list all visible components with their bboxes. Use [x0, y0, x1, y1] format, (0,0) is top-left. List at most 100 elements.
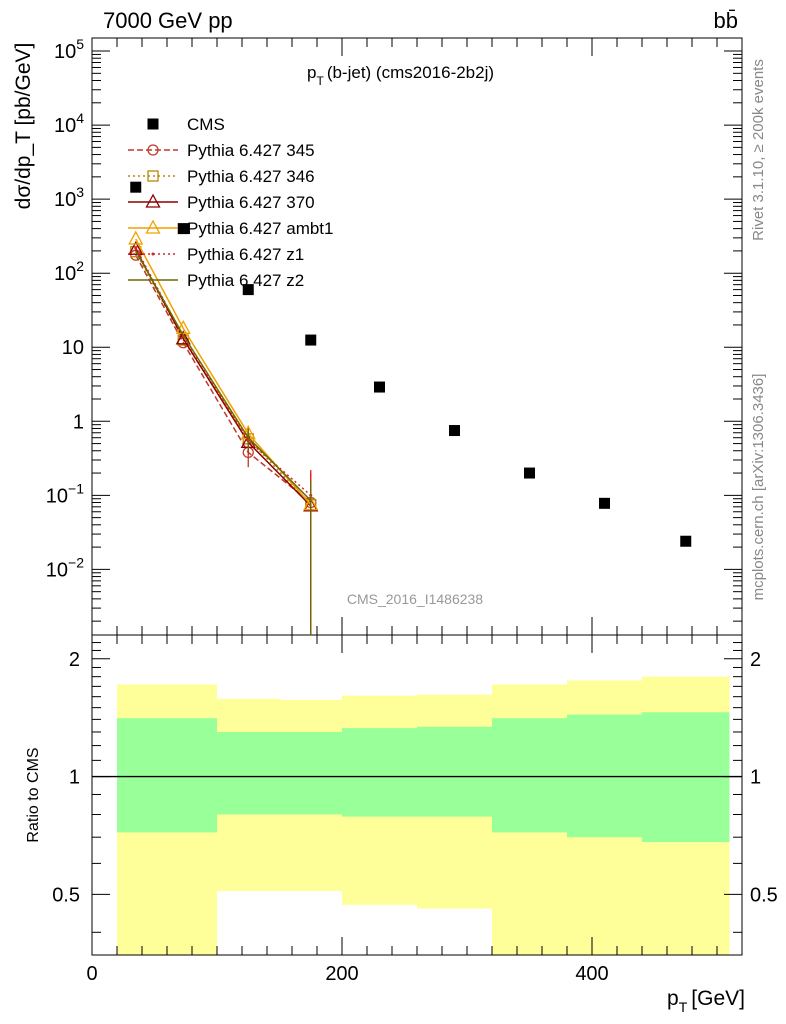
data-point-cms — [242, 284, 254, 296]
legend-label-pythia-6-427-z2: Pythia 6.427 z2 — [187, 271, 304, 290]
ratio-ytick-label-right: 1 — [750, 767, 761, 789]
main-ytick-label: 10−2 — [46, 554, 84, 581]
rivet-label: Rivet 3.1.10, ≥ 200k events — [750, 59, 767, 241]
band-green-bin-4 — [417, 726, 492, 817]
legend-item-cms: CMS — [147, 115, 225, 134]
series-pythia-6-427-z1 — [134, 246, 313, 635]
main-ytick-base: 10 — [54, 189, 76, 211]
data-point-cms — [449, 425, 460, 437]
ratio-ytick-label-right: 0.5 — [750, 884, 778, 906]
x-axis-label-sub: T — [679, 999, 688, 1015]
main-ytick-label: 105 — [54, 36, 84, 63]
data-point-pythia-6-427-ambt1 — [175, 319, 191, 334]
main-ytick-base: 10 — [54, 41, 76, 63]
mcplots-label: mcplots.cern.ch [arXiv:1306.3436] — [750, 374, 767, 601]
band-green-bin-0 — [117, 718, 217, 833]
data-point-cms — [177, 223, 189, 235]
ratio-bands — [117, 676, 730, 955]
main-frame — [91, 37, 743, 636]
xtick-label: 0 — [86, 963, 97, 985]
legend-marker-pythia-6-427-346 — [147, 170, 159, 182]
band-green-bin-1 — [217, 731, 280, 815]
data-point-pythia-6-427-370 — [128, 240, 144, 255]
main-ytick-base: 10 — [54, 115, 76, 137]
legend-item-pythia-6-427-z2: Pythia 6.427 z2 — [128, 271, 304, 290]
xtick-label: 400 — [575, 963, 608, 985]
series-line-pythia-6-427-346 — [135, 251, 312, 506]
analysis-watermark: CMS_2016_I1486238 — [347, 591, 483, 607]
data-point-cms — [130, 181, 142, 193]
legend-label-cms: CMS — [187, 115, 225, 134]
series-cms — [130, 181, 692, 547]
data-point-cms — [680, 535, 692, 547]
legend-label-pythia-6-427-ambt1: Pythia 6.427 ambt1 — [187, 219, 333, 238]
main-ytick-exp: 4 — [76, 110, 84, 126]
main-ytick-label: 1 — [73, 411, 84, 433]
main-ylabel: dσ/dp_T [pb/GeV] — [12, 43, 35, 210]
plot-title: pT (b-jet) (cms2016-2b2j) — [307, 63, 494, 88]
main-ytick-label: 10−1 — [46, 480, 84, 507]
series-line-pythia-6-427-z2 — [135, 250, 312, 502]
plot-title-main: p — [307, 63, 316, 82]
legend-label-pythia-6-427-346: Pythia 6.427 346 — [187, 167, 315, 186]
legend-item-pythia-6-427-345: Pythia 6.427 345 — [128, 141, 315, 160]
data-point-cms — [599, 497, 610, 509]
main-ytick-exp: −1 — [68, 480, 84, 496]
data-point-pythia-6-427-370 — [175, 330, 191, 345]
series-pythia-6-427-346 — [130, 246, 317, 635]
main-ytick-base: 10 — [46, 559, 68, 581]
main-ytick-base: 10 — [54, 263, 76, 285]
series-pythia-6-427-345 — [130, 249, 317, 635]
data-point-cms — [305, 334, 317, 346]
main-ytick-label: 10 — [62, 337, 84, 359]
series-pythia-6-427-370 — [128, 240, 319, 635]
process-label: bb̄ — [714, 8, 738, 33]
main-ytick-exp: −2 — [68, 554, 84, 570]
plot-title-sub: T — [316, 74, 324, 88]
ratio-ytick-label: 1 — [69, 767, 80, 789]
data-point-cms — [374, 381, 385, 393]
energy-label: 7000 GeV pp — [103, 8, 233, 33]
band-green-bin-6 — [567, 714, 642, 838]
xtick-label: 200 — [325, 963, 358, 985]
x-axis-label-main: p — [667, 987, 679, 1010]
ratio-ytick-label-right: 2 — [750, 649, 761, 671]
legend-label-pythia-6-427-370: Pythia 6.427 370 — [187, 193, 315, 212]
legend-item-pythia-6-427-z1: Pythia 6.427 z1 — [128, 245, 304, 264]
ratio-ylabel: Ratio to CMS — [25, 747, 42, 842]
main-ytick-exp: 3 — [76, 184, 84, 200]
legend-marker-pythia-6-427-370 — [145, 193, 161, 208]
legend-marker-pythia-6-427-z1 — [151, 252, 155, 256]
band-green-bin-3 — [342, 728, 417, 817]
main-ytick-label: 103 — [54, 184, 84, 211]
plot-title-rest: (b-jet) (cms2016-2b2j) — [327, 63, 494, 82]
ratio-ytick-label: 2 — [69, 649, 80, 671]
series-line-pythia-6-427-345 — [135, 254, 312, 504]
legend-item-pythia-6-427-346: Pythia 6.427 346 — [128, 167, 315, 186]
series-pythia-6-427-z2 — [135, 250, 312, 635]
main-ytick-label: 104 — [54, 110, 84, 137]
main-ytick-label: 102 — [54, 258, 84, 285]
legend-label-pythia-6-427-345: Pythia 6.427 345 — [187, 141, 315, 160]
band-green-bin-5 — [492, 718, 567, 833]
data-point-pythia-6-427-z1 — [134, 246, 138, 250]
legend-marker-pythia-6-427-345 — [147, 144, 159, 156]
legend-marker-pythia-6-427-ambt1 — [145, 219, 161, 234]
legend-label-pythia-6-427-z1: Pythia 6.427 z1 — [187, 245, 304, 264]
ratio-ytick-label: 0.5 — [52, 884, 80, 906]
legend: CMS Pythia 6.427 345 Pythia 6.427 346 Pythi… — [128, 115, 333, 290]
x-axis-label-rest: [GeV] — [691, 987, 745, 1010]
main-ytick-base: 10 — [46, 485, 68, 507]
legend-item-pythia-6-427-ambt1: Pythia 6.427 ambt1 — [128, 219, 333, 238]
data-point-cms — [524, 467, 535, 479]
x-axis-label: pT [GeV] — [667, 987, 745, 1015]
legend-item-pythia-6-427-370: Pythia 6.427 370 — [128, 193, 315, 212]
data-point-pythia-6-427-ambt1 — [128, 230, 144, 245]
band-green-bin-2 — [279, 731, 342, 815]
main-series — [128, 181, 692, 635]
legend-marker-cms — [147, 118, 159, 130]
main-ytick-exp: 5 — [76, 36, 84, 52]
main-ytick-exp: 2 — [76, 258, 84, 274]
